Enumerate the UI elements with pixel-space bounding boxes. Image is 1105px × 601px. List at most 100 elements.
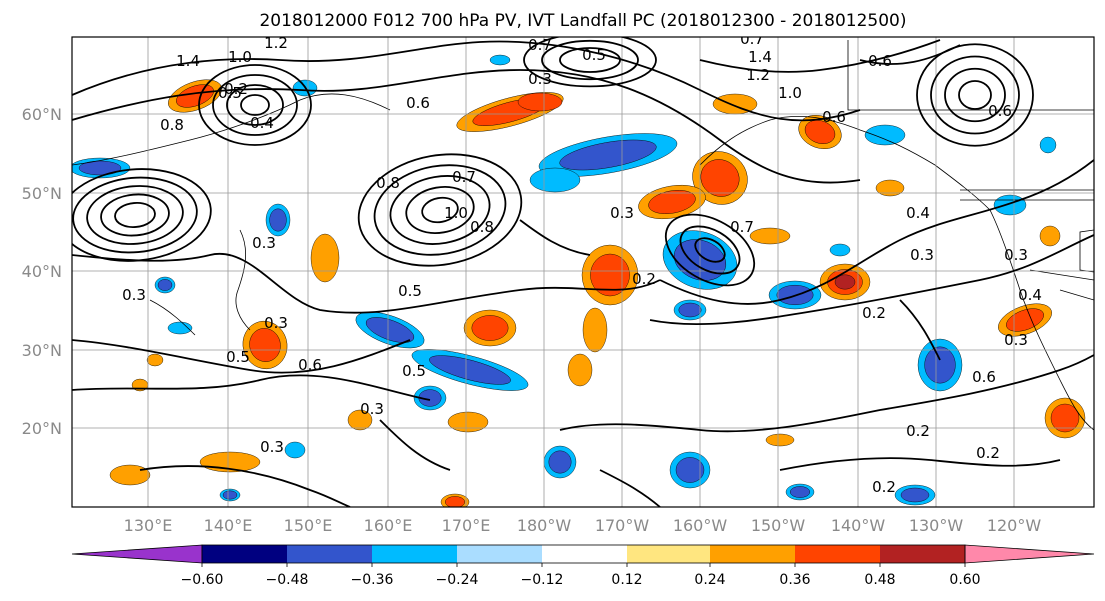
positive-ivt-anomaly bbox=[347, 409, 373, 431]
negative-ivt-anomaly bbox=[894, 484, 936, 506]
pv-contour-label: 0.7 bbox=[730, 218, 754, 236]
pv-contour-label: 0.3 bbox=[252, 234, 276, 252]
longitude-tick-label: 150°W bbox=[751, 516, 806, 535]
negative-ivt-anomaly bbox=[413, 385, 447, 411]
colorbar-segment bbox=[710, 545, 795, 563]
pv-contour-label: 0.6 bbox=[988, 102, 1012, 120]
negative-ivt-anomaly bbox=[72, 157, 131, 179]
longitude-tick-label: 180°W bbox=[517, 516, 572, 535]
pv-contour-label: 0.3 bbox=[122, 286, 146, 304]
pv-contour-layer bbox=[72, 37, 1094, 507]
longitude-tick-label: 120°W bbox=[987, 516, 1042, 535]
pv-contour-label: 0.3 bbox=[528, 70, 552, 88]
pv-contour bbox=[899, 299, 941, 361]
pv-contour bbox=[72, 40, 861, 122]
positive-ivt-anomaly bbox=[517, 92, 563, 112]
pv-contour bbox=[599, 469, 661, 507]
negative-ivt-anomaly bbox=[993, 194, 1027, 216]
pv-contour bbox=[357, 153, 523, 267]
pv-contour-label: 0.5 bbox=[226, 348, 250, 366]
longitude-tick-label: 140°W bbox=[831, 516, 886, 535]
colorbar-tick-label: −0.36 bbox=[351, 572, 394, 588]
negative-ivt-anomaly bbox=[917, 338, 963, 392]
negative-ivt-anomaly bbox=[669, 451, 711, 489]
longitude-tick-label: 130°W bbox=[909, 516, 964, 535]
positive-ivt-anomaly bbox=[765, 433, 795, 447]
colorbar-tick-label: 0.48 bbox=[864, 572, 895, 588]
positive-ivt-anomaly bbox=[819, 263, 871, 301]
pv-contour-labels: 1.4 1.01.2 0.70.50.30.8 0.40.60.21.41.21.00… bbox=[122, 37, 1042, 496]
pv-contour-label: 0.5 bbox=[218, 84, 242, 102]
positive-ivt-anomaly bbox=[582, 307, 608, 353]
colorbar-extend-low bbox=[71, 544, 203, 564]
pv-contour-label: 0.3 bbox=[360, 400, 384, 418]
colorbar-tick-label: 0.12 bbox=[611, 572, 642, 588]
pv-contour bbox=[523, 37, 657, 88]
negative-ivt-anomaly bbox=[785, 483, 815, 501]
colorbar-segment bbox=[202, 545, 287, 563]
negative-ivt-anomaly bbox=[538, 133, 678, 177]
negative-ivt-anomaly bbox=[265, 203, 291, 237]
negative-ivt-anomaly bbox=[284, 441, 306, 459]
pv-contour-label: 0.3 bbox=[260, 438, 284, 456]
pv-contour-label: 0.4 bbox=[250, 114, 274, 132]
pv-contour-label: 0.2 bbox=[862, 304, 886, 322]
negative-ivt-anomaly bbox=[154, 276, 176, 294]
pv-contour-label: 0.3 bbox=[610, 204, 634, 222]
pv-contour bbox=[958, 80, 992, 110]
negative-ivt-anomaly bbox=[489, 54, 511, 66]
pv-contour-label: 1.4 bbox=[176, 52, 200, 70]
colorbar-tick-label: −0.12 bbox=[521, 572, 564, 588]
pv-contour bbox=[679, 225, 741, 275]
pv-contour bbox=[779, 457, 1061, 471]
pv-contour bbox=[699, 39, 941, 73]
pv-contour-label: 0.2 bbox=[632, 270, 656, 288]
pv-contour bbox=[389, 175, 491, 245]
pv-contour-label: 0.6 bbox=[868, 52, 892, 70]
coastline bbox=[1029, 269, 1094, 281]
positive-ivt-anomaly bbox=[749, 227, 791, 245]
pv-contour bbox=[944, 67, 1006, 123]
pv-contour-label: 0.2 bbox=[906, 422, 930, 440]
pv-contour bbox=[198, 64, 312, 146]
colorbar-segment bbox=[372, 545, 457, 563]
negative-ivt-anomaly bbox=[864, 124, 906, 146]
colorbar-tick-label: 0.60 bbox=[949, 572, 980, 588]
pv-contour-label: 1.0 bbox=[778, 84, 802, 102]
positive-ivt-anomaly bbox=[581, 244, 639, 306]
pv-contour bbox=[72, 69, 861, 184]
pv-contour bbox=[72, 252, 661, 314]
longitude-tick-label: 160°W bbox=[673, 516, 728, 535]
negative-ivt-anomaly bbox=[829, 243, 851, 257]
map-panel: 1.4 1.01.2 0.70.50.30.8 0.40.60.21.41.21.00… bbox=[72, 37, 1094, 507]
positive-ivt-anomaly bbox=[692, 151, 748, 205]
longitude-tick-label: 130°E bbox=[124, 516, 173, 535]
pv-contour-label: 0.8 bbox=[160, 116, 184, 134]
pv-contour-label: 0.6 bbox=[822, 108, 846, 126]
longitude-tick-label: 160°E bbox=[364, 516, 413, 535]
positive-ivt-anomaly bbox=[798, 114, 842, 150]
positive-ivt-anomaly bbox=[1044, 397, 1086, 439]
pv-contour bbox=[559, 47, 621, 73]
pv-contour-label: 1.0 bbox=[228, 48, 252, 66]
colorbar-segment bbox=[457, 545, 542, 563]
colorbar-segment bbox=[287, 545, 372, 563]
colorbar: −0.60 −0.48 −0.36 −0.24 −0.12 0.12 0.24 0.36 0.4… bbox=[71, 544, 1095, 588]
positive-ivt-anomaly bbox=[440, 493, 470, 507]
pv-contour bbox=[114, 202, 156, 228]
latitude-tick-label: 30°N bbox=[22, 341, 62, 360]
colorbar-tick-label: 0.24 bbox=[694, 572, 725, 588]
pv-contour bbox=[649, 234, 1094, 326]
colorbar-segment bbox=[795, 545, 880, 563]
latitude-tick-label: 40°N bbox=[22, 262, 62, 281]
positive-ivt-anomaly bbox=[310, 233, 340, 283]
pv-contour-label: 0.2 bbox=[224, 80, 248, 98]
pv-contour-label: 0.3 bbox=[1004, 246, 1028, 264]
longitude-tick-label: 170°E bbox=[442, 516, 491, 535]
pv-contour bbox=[930, 55, 1020, 135]
longitude-tick-labels: 130°E 140°E 150°E 160°E 170°E 180°W 170°W 160°W… bbox=[124, 516, 1042, 535]
pv-contour-label: 0.3 bbox=[264, 314, 288, 332]
pv-contour bbox=[72, 374, 431, 401]
pv-contour bbox=[72, 339, 411, 374]
